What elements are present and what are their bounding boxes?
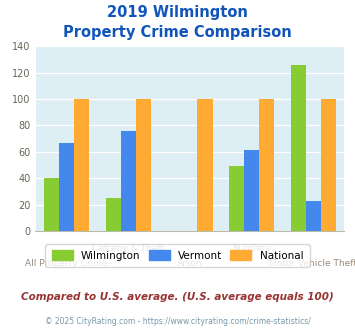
Bar (197, 99, 213, 231)
Text: Larceny & Theft: Larceny & Theft (92, 244, 164, 253)
Bar (105, 198, 121, 231)
Bar (59, 143, 74, 231)
Text: All Property Crime: All Property Crime (25, 259, 108, 268)
Bar (136, 99, 151, 231)
Bar (229, 166, 244, 231)
Bar (259, 99, 274, 231)
Bar (291, 65, 306, 231)
Bar (321, 99, 336, 231)
Text: Motor Vehicle Theft: Motor Vehicle Theft (269, 259, 355, 268)
Bar (244, 150, 259, 231)
Bar (121, 131, 136, 231)
Bar (74, 99, 89, 231)
Text: Burglary: Burglary (233, 244, 271, 253)
Text: Compared to U.S. average. (U.S. average equals 100): Compared to U.S. average. (U.S. average … (21, 292, 334, 302)
Text: Property Crime Comparison: Property Crime Comparison (63, 25, 292, 40)
Text: © 2025 CityRating.com - https://www.cityrating.com/crime-statistics/: © 2025 CityRating.com - https://www.city… (45, 317, 310, 326)
Text: 2019 Wilmington: 2019 Wilmington (107, 5, 248, 20)
Text: Arson: Arson (177, 259, 203, 268)
Bar (306, 201, 321, 231)
Legend: Wilmington, Vermont, National: Wilmington, Vermont, National (45, 244, 310, 267)
Bar (44, 178, 59, 231)
